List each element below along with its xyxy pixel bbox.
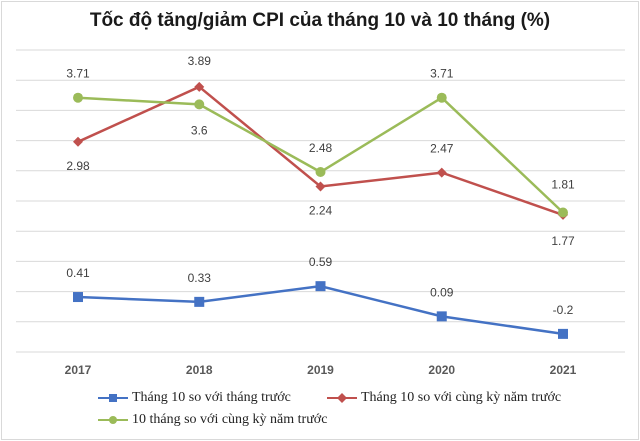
legend-diamond-marker-icon [327, 393, 357, 403]
legend-label: Tháng 10 so với cùng kỳ năm trước [361, 390, 562, 405]
data-point [315, 281, 326, 292]
data-label: 3.6 [191, 123, 208, 137]
data-label: 1.77 [551, 234, 575, 248]
data-label: 3.71 [66, 67, 90, 81]
data-point [558, 207, 568, 218]
legend-square-marker-icon [98, 394, 128, 402]
x-tick-label: 2021 [550, 363, 577, 377]
x-tick-label: 2018 [186, 363, 213, 377]
data-point [436, 167, 447, 178]
data-label: 2.24 [309, 204, 333, 218]
data-label: 2.48 [309, 141, 333, 155]
data-point [194, 99, 205, 110]
data-label: 0.33 [188, 271, 212, 285]
data-point [436, 311, 447, 322]
legend-label: Tháng 10 so với tháng trước [132, 390, 291, 405]
chart-title: Tốc độ tăng/giảm CPI của tháng 10 và 10 … [89, 10, 551, 31]
data-point [73, 136, 83, 147]
data-label: 2.47 [430, 142, 454, 156]
legend-item-0: Tháng 10 so với tháng trước [98, 390, 291, 406]
series-line [77, 284, 564, 336]
data-label: 2.98 [66, 159, 90, 173]
data-label: 3.71 [430, 67, 454, 81]
data-label: -0.2 [553, 303, 574, 317]
legend-item-1: Tháng 10 so với cùng kỳ năm trước [327, 390, 561, 406]
data-label: 0.59 [309, 255, 333, 269]
data-point [194, 296, 205, 307]
x-tick-label: 2017 [65, 363, 92, 377]
data-label: 1.81 [551, 177, 575, 191]
data-point [73, 92, 83, 103]
data-point [194, 81, 205, 92]
data-point [315, 167, 326, 178]
data-label: 3.89 [188, 54, 212, 68]
data-label: 0.41 [66, 266, 90, 280]
data-point [436, 92, 447, 103]
data-label: 0.09 [430, 285, 454, 299]
legend-circle-marker-icon [98, 416, 128, 424]
data-point [315, 181, 326, 192]
data-point [73, 292, 83, 303]
legend-label: 10 tháng so với cùng kỳ năm trước [132, 412, 328, 427]
data-point [558, 328, 568, 339]
legend-item-2: 10 tháng so với cùng kỳ năm trước [98, 412, 327, 428]
series-line [77, 96, 564, 214]
x-tick-label: 2020 [428, 363, 455, 377]
x-tick-label: 2019 [307, 363, 334, 377]
